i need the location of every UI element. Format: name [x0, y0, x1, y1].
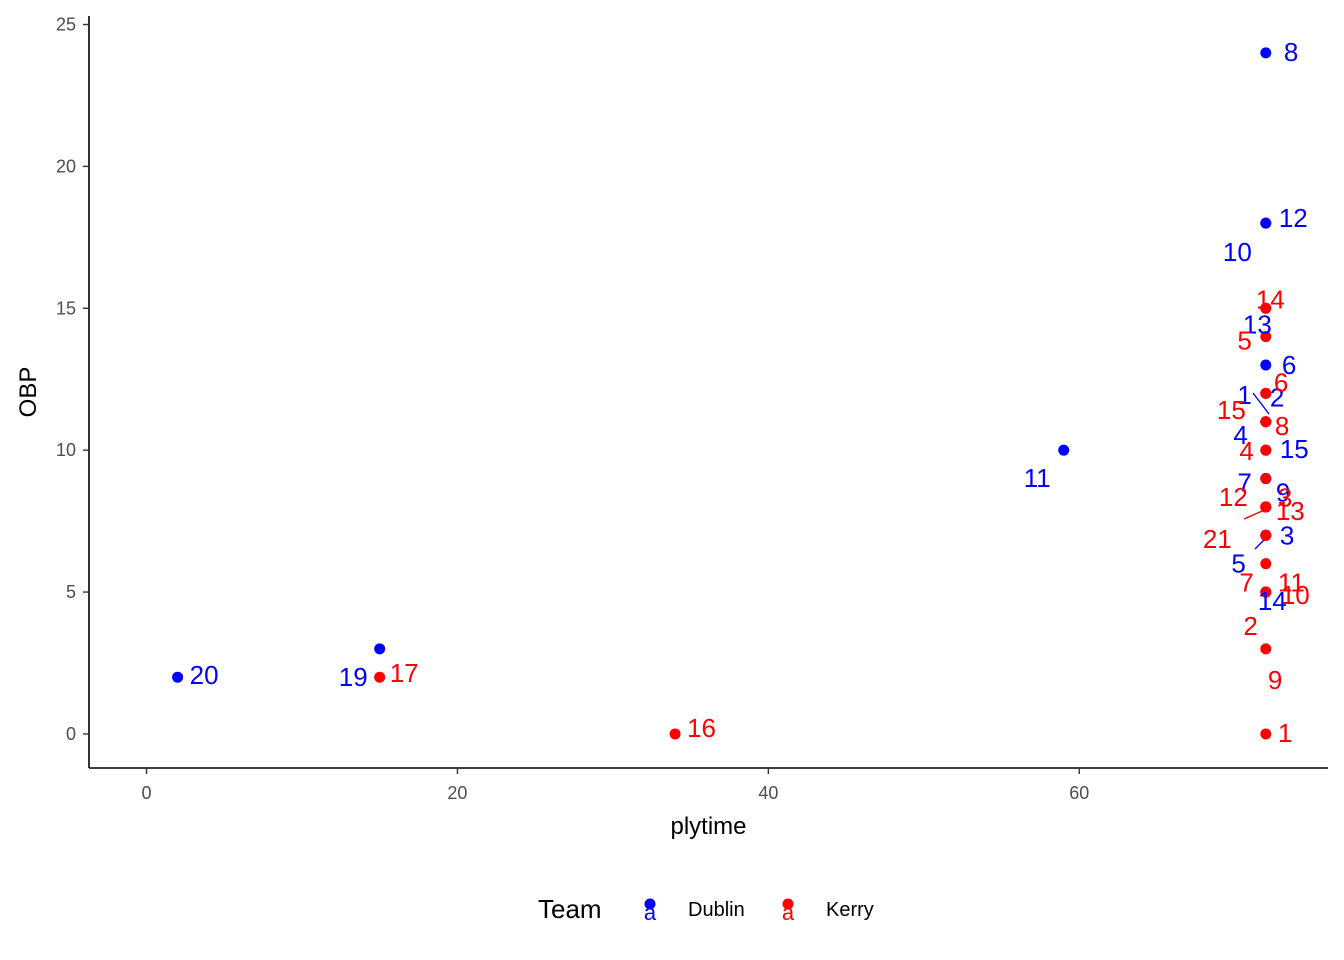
point-label: 15 — [1280, 434, 1309, 464]
legend-entry-label: Dublin — [688, 899, 745, 921]
point-label: 7 — [1237, 468, 1251, 498]
data-point — [374, 671, 386, 683]
point-label: 12 — [1279, 203, 1308, 233]
point-label: 4 — [1239, 436, 1253, 466]
legend-key-glyph: a — [782, 900, 795, 925]
x-tick-label: 60 — [1069, 783, 1089, 803]
data-point — [1260, 387, 1272, 399]
point-label: 6 — [1274, 367, 1288, 397]
leader-line — [1252, 392, 1270, 415]
point-label: 2 — [1243, 611, 1257, 641]
data-point — [1260, 643, 1272, 655]
axis-titles: plytime OBP — [15, 367, 747, 840]
data-point — [1260, 586, 1272, 598]
x-tick-label: 0 — [142, 783, 152, 803]
data-point — [1260, 331, 1272, 343]
data-point — [669, 728, 681, 740]
point-label: 13 — [1243, 309, 1272, 339]
data-point — [1058, 444, 1070, 456]
point-label: 14 — [1258, 586, 1287, 616]
y-axis-title: OBP — [15, 367, 42, 418]
point-label: 6 — [1282, 350, 1296, 380]
x-axis-title: plytime — [670, 813, 746, 840]
point-label: 11 — [1278, 568, 1305, 598]
x-tick-label: 40 — [758, 783, 778, 803]
point-label: 19 — [339, 662, 368, 692]
data-point — [1260, 501, 1272, 513]
point-label: 7 — [1239, 567, 1253, 597]
data-point — [1260, 47, 1272, 59]
point-label: 3 — [1278, 483, 1292, 513]
point-label: 4 — [1233, 420, 1247, 450]
data-point — [1260, 728, 1272, 740]
point-label: 12 — [1219, 482, 1248, 512]
legend-key-point — [782, 898, 794, 910]
point-label: 5 — [1237, 326, 1251, 356]
data-point — [374, 643, 386, 655]
point-label: 11 — [1024, 463, 1051, 493]
legend-title: Team — [538, 894, 602, 924]
data-point — [1260, 558, 1272, 570]
y-tick-label: 0 — [66, 724, 76, 744]
point-label: 10 — [1281, 580, 1310, 610]
data-points — [172, 47, 1272, 740]
point-label: 8 — [1284, 37, 1298, 67]
point-label: 17 — [390, 658, 419, 688]
point-label: 14 — [1256, 284, 1285, 314]
point-label: 15 — [1217, 395, 1246, 425]
point-label: 1 — [1237, 380, 1251, 410]
point-label: 1 — [1278, 718, 1292, 748]
data-point — [1260, 416, 1272, 428]
point-label: 8 — [1275, 411, 1289, 441]
data-point — [172, 671, 184, 683]
y-tick-label: 25 — [56, 15, 76, 35]
y-tick-label: 10 — [56, 440, 76, 460]
point-label: 10 — [1223, 237, 1252, 267]
point-label: 13 — [1276, 496, 1305, 526]
data-point — [1260, 217, 1272, 229]
data-point — [1260, 473, 1272, 485]
y-tick-label: 15 — [56, 298, 76, 318]
data-point — [1260, 529, 1272, 541]
point-label: 9 — [1268, 665, 1282, 695]
point-label: 2 — [1270, 382, 1284, 412]
y-tick-label: 5 — [66, 582, 76, 602]
legend-entry-label: Kerry — [826, 899, 874, 921]
point-label: 5 — [1231, 548, 1245, 578]
data-point — [1260, 302, 1272, 314]
point-label: 16 — [687, 713, 716, 743]
point-label: 3 — [1280, 520, 1294, 550]
legend-key-glyph: a — [644, 900, 657, 925]
point-label: 9 — [1276, 478, 1290, 508]
point-label: 20 — [190, 660, 219, 690]
data-point — [1260, 359, 1272, 371]
point-label: 21 — [1203, 524, 1232, 554]
data-point — [1260, 444, 1272, 456]
x-tick-label: 20 — [447, 783, 467, 803]
legend: Team a Dublin a Kerry — [538, 894, 874, 925]
y-tick-label: 20 — [56, 156, 76, 176]
legend-key-point — [644, 898, 656, 910]
